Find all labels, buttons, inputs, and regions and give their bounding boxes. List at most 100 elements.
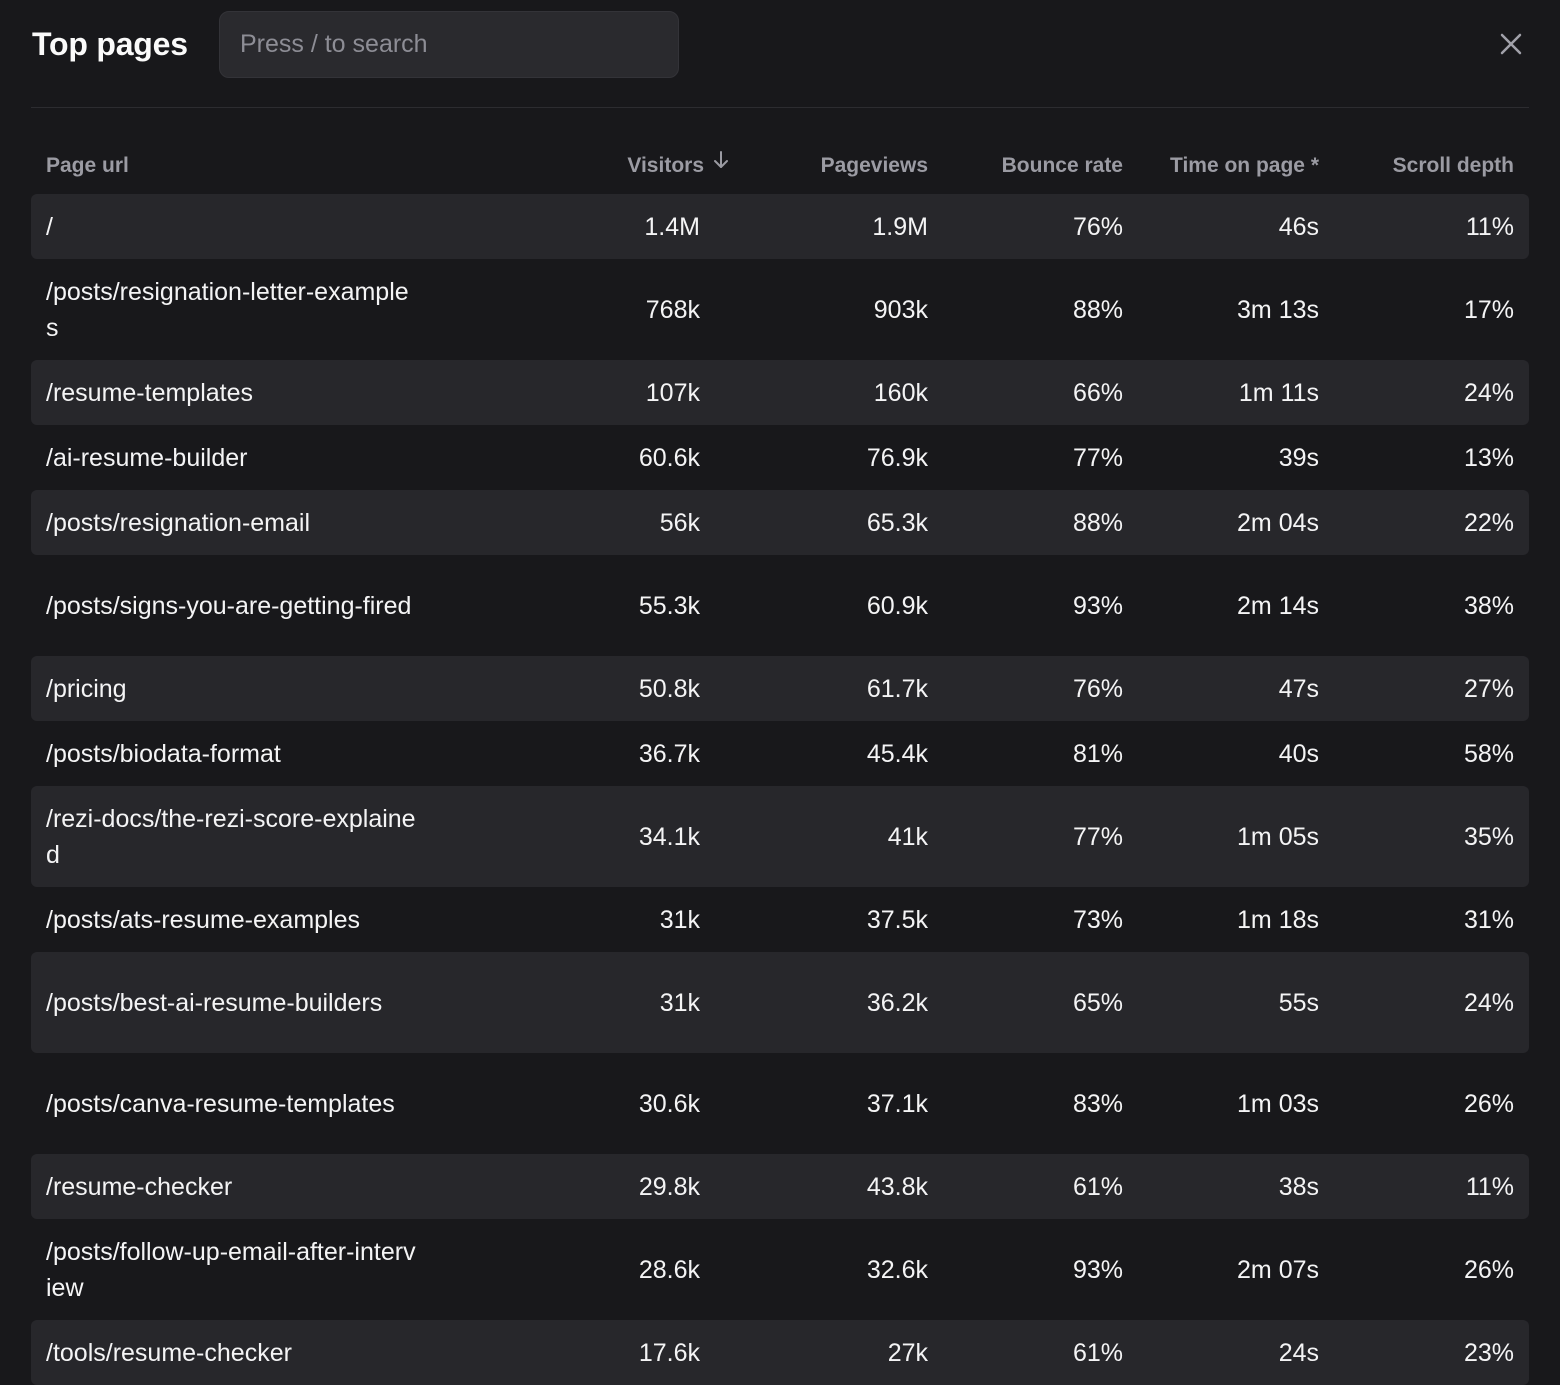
time-on-page-value: 2m 04s	[1237, 508, 1319, 537]
column-header-visitors[interactable]: Visitors	[501, 151, 730, 181]
pageviews-value: 60.9k	[866, 591, 928, 620]
visitors-value: 50.8k	[638, 674, 700, 703]
page-url: /posts/best-ai-resume-builders	[46, 988, 383, 1017]
page-url: /pricing	[46, 674, 127, 703]
pageviews-value: 1.9M	[872, 212, 928, 241]
page-title: Top pages	[32, 26, 188, 62]
visitors-value: 55.3k	[638, 591, 700, 620]
top-pages-table: Page url Visitors Pageviews Bounce rate …	[31, 136, 1529, 1385]
table-row[interactable]: /rezi-docs/the-rezi-score-explained 34.1…	[31, 786, 1529, 887]
scroll-depth-value: 13%	[1463, 443, 1514, 472]
bounce-rate-value: 66%	[1072, 378, 1123, 407]
pageviews-value: 76.9k	[866, 443, 928, 472]
visitors-value: 60.6k	[638, 443, 700, 472]
column-header-bounce-rate[interactable]: Bounce rate	[1001, 154, 1123, 177]
visitors-value: 34.1k	[638, 822, 700, 851]
column-header-pageviews[interactable]: Pageviews	[820, 154, 928, 177]
bounce-rate-value: 76%	[1072, 674, 1123, 703]
page-url: /posts/canva-resume-templates	[46, 1089, 395, 1118]
scroll-depth-value: 24%	[1463, 988, 1514, 1017]
page-url: /posts/signs-you-are-getting-fired	[46, 591, 412, 620]
visitors-value: 29.8k	[638, 1172, 700, 1201]
bounce-rate-value: 77%	[1072, 443, 1123, 472]
page-url: /posts/ats-resume-examples	[46, 905, 361, 934]
page-url: /tools/resume-checker	[46, 1338, 292, 1367]
scroll-depth-value: 27%	[1463, 674, 1514, 703]
visitors-value: 31k	[659, 988, 700, 1017]
table-row[interactable]: /posts/resignation-letter-examples 768k …	[31, 259, 1529, 360]
scroll-depth-value: 38%	[1463, 591, 1514, 620]
table-row[interactable]: /posts/resignation-email 56k 65.3k 88% 2…	[31, 490, 1529, 555]
page-url: /posts/biodata-format	[46, 739, 281, 768]
time-on-page-value: 46s	[1278, 212, 1319, 241]
table-row[interactable]: /posts/canva-resume-templates 30.6k 37.1…	[31, 1053, 1529, 1154]
pageviews-value: 37.1k	[866, 1089, 928, 1118]
scroll-depth-value: 22%	[1463, 508, 1514, 537]
bounce-rate-value: 61%	[1072, 1172, 1123, 1201]
pageviews-value: 160k	[873, 378, 928, 407]
bounce-rate-value: 93%	[1072, 591, 1123, 620]
table-row[interactable]: /posts/ats-resume-examples 31k 37.5k 73%…	[31, 887, 1529, 952]
bounce-rate-value: 88%	[1072, 508, 1123, 537]
scroll-depth-value: 23%	[1463, 1338, 1514, 1367]
visitors-value: 17.6k	[638, 1338, 700, 1367]
time-on-page-value: 1m 11s	[1238, 378, 1319, 407]
close-icon[interactable]	[1493, 26, 1529, 62]
bounce-rate-value: 81%	[1072, 739, 1123, 768]
time-on-page-value: 2m 14s	[1237, 591, 1319, 620]
bounce-rate-value: 83%	[1072, 1089, 1123, 1118]
pageviews-value: 61.7k	[866, 674, 928, 703]
column-header-scroll-depth[interactable]: Scroll depth	[1392, 154, 1514, 177]
scroll-depth-value: 11%	[1465, 1172, 1514, 1201]
scroll-depth-value: 26%	[1463, 1089, 1514, 1118]
table-row[interactable]: /posts/best-ai-resume-builders 31k 36.2k…	[31, 952, 1529, 1053]
page-url: /rezi-docs/the-rezi-score-explained	[46, 804, 416, 869]
table-row[interactable]: /pricing 50.8k 61.7k 76% 47s 27%	[31, 656, 1529, 721]
time-on-page-value: 39s	[1278, 443, 1319, 472]
scroll-depth-value: 11%	[1465, 212, 1514, 241]
table-row[interactable]: /posts/follow-up-email-after-interview 2…	[31, 1219, 1529, 1320]
bounce-rate-value: 76%	[1072, 212, 1123, 241]
scroll-depth-value: 58%	[1463, 739, 1514, 768]
scroll-depth-value: 24%	[1463, 378, 1514, 407]
table-row[interactable]: /tools/resume-checker 17.6k 27k 61% 24s …	[31, 1320, 1529, 1385]
bounce-rate-value: 61%	[1072, 1338, 1123, 1367]
pageviews-value: 43.8k	[866, 1172, 928, 1201]
visitors-value: 56k	[659, 508, 700, 537]
bounce-rate-value: 88%	[1072, 295, 1123, 324]
pageviews-value: 36.2k	[866, 988, 928, 1017]
visitors-value: 30.6k	[638, 1089, 700, 1118]
pageviews-value: 45.4k	[866, 739, 928, 768]
pageviews-value: 37.5k	[866, 905, 928, 934]
page-url: /	[46, 212, 53, 241]
arrow-down-icon	[712, 149, 730, 179]
column-header-page-url[interactable]: Page url	[46, 154, 129, 177]
visitors-value: 768k	[645, 295, 700, 324]
bounce-rate-value: 65%	[1072, 988, 1123, 1017]
table-header: Page url Visitors Pageviews Bounce rate …	[31, 136, 1529, 194]
table-row[interactable]: /posts/biodata-format 36.7k 45.4k 81% 40…	[31, 721, 1529, 786]
time-on-page-value: 38s	[1278, 1172, 1319, 1201]
time-on-page-value: 2m 07s	[1237, 1255, 1319, 1284]
bounce-rate-value: 93%	[1072, 1255, 1123, 1284]
table-row[interactable]: / 1.4M 1.9M 76% 46s 11%	[31, 194, 1529, 259]
scroll-depth-value: 35%	[1463, 822, 1514, 851]
scroll-depth-value: 31%	[1463, 905, 1514, 934]
table-row[interactable]: /ai-resume-builder 60.6k 76.9k 77% 39s 1…	[31, 425, 1529, 490]
page-url: /posts/follow-up-email-after-interview	[46, 1237, 416, 1302]
time-on-page-value: 1m 18s	[1237, 905, 1319, 934]
pageviews-value: 65.3k	[866, 508, 928, 537]
bounce-rate-value: 77%	[1072, 822, 1123, 851]
page-url: /resume-checker	[46, 1172, 233, 1201]
table-row[interactable]: /resume-templates 107k 160k 66% 1m 11s 2…	[31, 360, 1529, 425]
table-row[interactable]: /resume-checker 29.8k 43.8k 61% 38s 11%	[31, 1154, 1529, 1219]
search-input[interactable]	[219, 11, 679, 78]
visitors-value: 107k	[645, 378, 700, 407]
column-header-time-on-page[interactable]: Time on page *	[1170, 154, 1319, 177]
modal-header: Top pages	[0, 0, 1560, 108]
time-on-page-value: 47s	[1278, 674, 1319, 703]
visitors-value: 31k	[659, 905, 700, 934]
visitors-value: 28.6k	[638, 1255, 700, 1284]
page-url: /ai-resume-builder	[46, 443, 248, 472]
table-row[interactable]: /posts/signs-you-are-getting-fired 55.3k…	[31, 555, 1529, 656]
